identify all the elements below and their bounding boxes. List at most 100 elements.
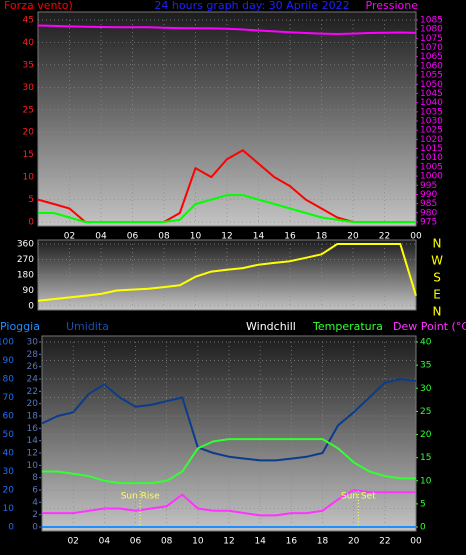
y-tick-label: 50	[3, 430, 15, 440]
x-tick-label: 18	[316, 232, 328, 242]
x-tick-label: 16	[286, 537, 298, 547]
x-tick-label: 16	[284, 232, 296, 242]
legend-dewpoint: Dew Point (°C)	[393, 320, 466, 333]
y3-tick-label: 28	[27, 350, 39, 360]
y2-tick-label: 25	[420, 407, 431, 417]
y2-tick-label: 5	[420, 499, 426, 509]
y2-tick-label: 20	[420, 430, 432, 440]
y3-tick-label: 0	[32, 523, 38, 533]
x-tick-label: 02	[67, 537, 78, 547]
plot-background	[37, 239, 417, 311]
x-tick-label: 08	[161, 537, 173, 547]
y3-tick-label: 4	[32, 498, 38, 508]
y2-tick-label: 1070	[420, 43, 443, 53]
direction-label: N	[433, 305, 442, 319]
annotation: Sun Rise	[121, 492, 160, 502]
x-tick-label: 04	[99, 537, 111, 547]
direction-label: S	[433, 271, 441, 285]
x-tick-label: 22	[379, 232, 390, 242]
y-tick-label: 360	[17, 240, 34, 250]
y2-tick-label: 1015	[420, 144, 443, 154]
x-tick-label: 06	[127, 232, 139, 242]
y2-tick-label: 1040	[420, 98, 443, 108]
y3-tick-label: 24	[27, 375, 39, 385]
y2-tick-label: 1060	[420, 61, 443, 71]
direction-label: E	[433, 288, 441, 302]
x-tick-label: 18	[317, 537, 329, 547]
series-line	[42, 489, 416, 517]
series-line	[37, 24, 417, 35]
y3-tick-label: 12	[27, 449, 38, 459]
y2-tick-label: 1030	[420, 117, 443, 127]
y3-tick-label: 22	[27, 387, 38, 397]
y2-tick-label: 1075	[420, 34, 443, 44]
plot-background	[37, 11, 417, 227]
y-tick-label: 5	[28, 195, 34, 205]
y-tick-label: 15	[23, 150, 34, 160]
x-tick-label: 00	[410, 232, 422, 242]
y-tick-label: 60	[3, 412, 15, 422]
y-tick-label: 20	[3, 486, 15, 496]
y-tick-label: 270	[17, 255, 34, 265]
y2-tick-label: 1055	[420, 71, 443, 81]
y-tick-label: 80	[3, 375, 15, 385]
y2-tick-label: 1080	[420, 25, 443, 35]
y2-tick-label: 30	[420, 384, 432, 394]
y2-tick-label: 1005	[420, 162, 443, 172]
y2-tick-label: 1035	[420, 107, 443, 117]
x-tick-label: 22	[379, 537, 390, 547]
y3-tick-label: 18	[27, 412, 39, 422]
y-tick-label: 45	[23, 16, 34, 26]
y2-tick-label: 15	[420, 453, 431, 463]
direction-label: W	[431, 254, 443, 268]
y-tick-label: 90	[3, 356, 15, 366]
x-tick-label: 08	[158, 232, 170, 242]
y3-tick-label: 6	[32, 486, 38, 496]
x-tick-label: 04	[95, 232, 107, 242]
annotation: Sun Set	[341, 492, 376, 502]
x-tick-label: 14	[254, 537, 266, 547]
y3-tick-label: 8	[32, 473, 38, 483]
y3-tick-label: 20	[27, 399, 39, 409]
y2-tick-label: 10	[420, 476, 432, 486]
y-tick-label: 100	[0, 338, 14, 348]
y2-axis-title: Pressione	[366, 0, 419, 12]
y3-tick-label: 16	[27, 424, 39, 434]
y2-tick-label: 1000	[420, 172, 443, 182]
y2-tick-label: 990	[420, 190, 437, 200]
y-tick-label: 0	[28, 218, 34, 228]
y2-tick-label: 985	[420, 199, 437, 209]
y-axis-title: Forza vento)	[4, 0, 73, 12]
legend-windchill: Windchill	[246, 320, 296, 333]
series-line	[42, 438, 416, 485]
x-tick-label: 02	[64, 232, 75, 242]
y-tick-label: 35	[23, 60, 34, 70]
y-tick-label: 10	[3, 504, 15, 514]
x-tick-label: 12	[221, 232, 232, 242]
y2-tick-label: 980	[420, 208, 437, 218]
y3-tick-label: 2	[32, 510, 38, 520]
y2-tick-label: 995	[420, 181, 437, 191]
y-tick-label: 40	[23, 38, 35, 48]
y-tick-label: 180	[17, 271, 34, 281]
x-tick-label: 06	[130, 537, 142, 547]
y2-tick-label: 1025	[420, 126, 443, 136]
y-tick-label: 30	[23, 83, 35, 93]
x-tick-label: 10	[192, 537, 204, 547]
y2-tick-label: 975	[420, 218, 437, 228]
x-tick-label: 12	[223, 537, 234, 547]
y-tick-label: 40	[3, 449, 15, 459]
y-tick-label: 0	[28, 302, 34, 312]
series-line	[38, 194, 416, 223]
x-tick-label: 20	[347, 232, 359, 242]
series-line	[41, 378, 417, 462]
x-tick-label: 00	[410, 537, 422, 547]
x-tick-label: 20	[348, 537, 360, 547]
chart-title: 24 hours graph day: 30 Aprile 2022	[154, 0, 349, 12]
y-tick-label: 0	[8, 523, 14, 533]
y-tick-label: 25	[23, 105, 34, 115]
legend-rain: Pioggia	[0, 320, 40, 333]
legend-humidity: Umidita	[66, 320, 109, 333]
